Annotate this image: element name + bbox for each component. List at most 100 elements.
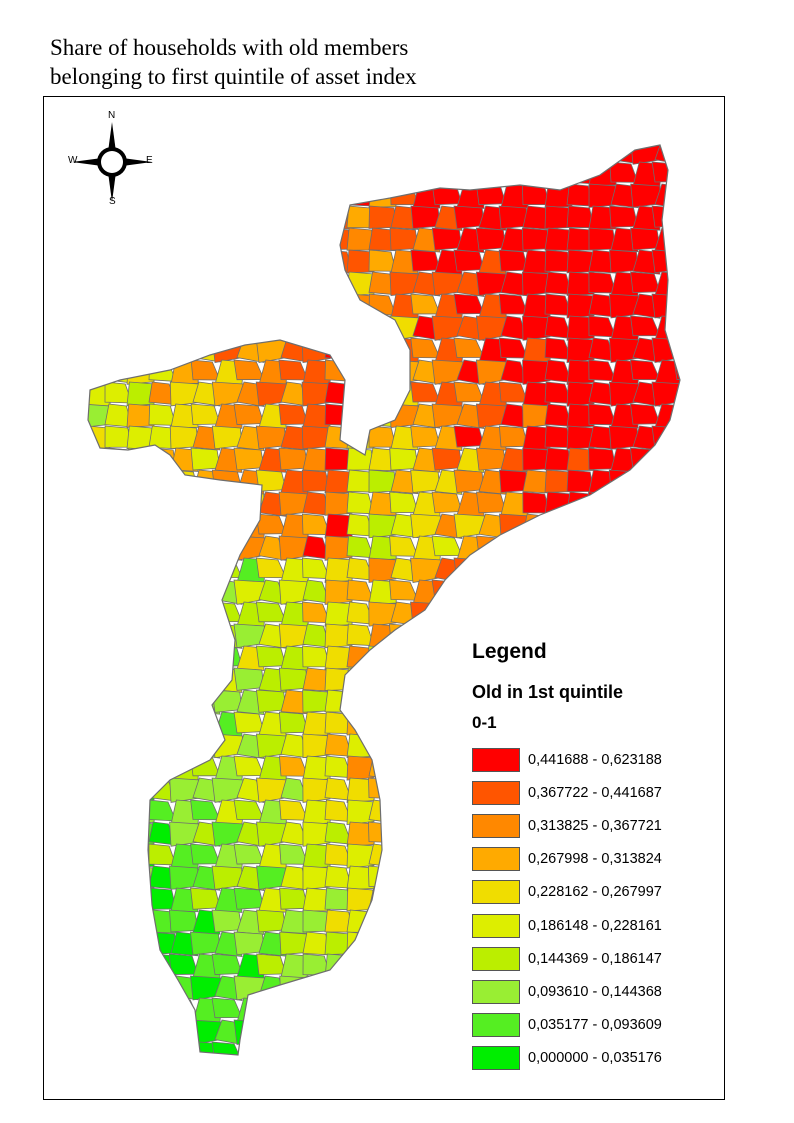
district-polygon [630, 227, 661, 251]
district-polygon [126, 667, 155, 691]
district-polygon [88, 601, 111, 626]
district-polygon [409, 909, 441, 933]
district-polygon [566, 601, 595, 624]
district-polygon [324, 145, 354, 165]
district-polygon [412, 887, 441, 913]
district-polygon [126, 513, 155, 537]
district-polygon [88, 865, 111, 890]
district-polygon [278, 315, 309, 337]
district-polygon [148, 667, 177, 691]
district-polygon [255, 249, 287, 274]
district-polygon [192, 601, 222, 627]
district-polygon [673, 359, 680, 380]
district-polygon [610, 535, 639, 561]
district-polygon [190, 271, 221, 293]
district-polygon [126, 227, 155, 251]
legend-row: 0,000000 - 0,035176 [472, 1042, 712, 1075]
district-polygon [673, 227, 680, 251]
district-polygon [478, 161, 507, 187]
district-polygon [104, 227, 133, 252]
district-polygon [654, 535, 680, 562]
district-polygon [148, 623, 177, 649]
legend-swatch [472, 946, 520, 971]
district-polygon [302, 183, 331, 209]
district-polygon [192, 513, 222, 539]
district-polygon [434, 865, 463, 891]
district-polygon [431, 535, 463, 557]
district-polygon [104, 931, 133, 956]
district-polygon [258, 227, 287, 253]
compass-e: E [146, 155, 153, 166]
district-polygon [301, 249, 331, 274]
district-polygon [170, 579, 199, 605]
district-polygon [126, 271, 155, 297]
district-polygon [368, 667, 397, 692]
legend-layer-name: Old in 1st quintile [472, 682, 624, 702]
district-polygon [88, 711, 111, 736]
district-polygon [211, 1041, 243, 1055]
district-polygon [190, 579, 223, 605]
district-polygon [148, 447, 177, 471]
district-polygon [500, 145, 531, 165]
district-polygon [478, 557, 507, 583]
district-polygon [126, 469, 155, 493]
district-polygon [279, 975, 310, 1001]
district-polygon [104, 293, 133, 316]
district-polygon [629, 447, 661, 471]
district-polygon [522, 513, 551, 538]
district-polygon [388, 711, 419, 736]
district-polygon [104, 733, 133, 756]
district-polygon [388, 799, 421, 825]
map-title: Share of households with old members bel… [50, 33, 417, 91]
map-title-line-2: belonging to first quintile of asset ind… [50, 64, 417, 89]
district-polygon [412, 975, 442, 1001]
district-polygon [190, 145, 222, 165]
district-polygon [324, 953, 353, 978]
district-polygon [676, 205, 680, 231]
district-polygon [522, 315, 553, 341]
district-polygon [609, 205, 639, 228]
district-polygon [346, 359, 377, 385]
district-polygon [190, 183, 221, 208]
district-polygon [233, 799, 265, 820]
district-polygon [302, 1041, 331, 1055]
district-polygon [431, 755, 464, 781]
district-polygon [88, 293, 112, 319]
district-polygon [673, 491, 680, 516]
district-polygon [410, 689, 441, 713]
district-polygon [104, 777, 133, 800]
district-polygon [412, 799, 441, 825]
district-polygon [431, 359, 465, 385]
district-polygon [148, 601, 178, 627]
district-polygon [170, 161, 199, 184]
district-polygon [279, 1019, 311, 1045]
district-polygon [367, 953, 397, 978]
district-polygon [104, 601, 134, 627]
district-polygon [676, 381, 680, 407]
district-polygon [498, 161, 530, 187]
district-polygon [236, 161, 265, 187]
district-polygon [389, 145, 419, 162]
district-polygon [88, 887, 111, 912]
district-polygon [673, 535, 680, 561]
district-polygon [544, 557, 575, 583]
district-polygon [211, 249, 243, 274]
district-polygon [629, 579, 663, 605]
district-polygon [126, 1019, 155, 1043]
legend-title: Legend [472, 640, 547, 663]
district-polygon [169, 601, 199, 623]
district-polygon [148, 513, 178, 539]
district-polygon [434, 689, 463, 715]
district-polygon [434, 161, 463, 187]
district-polygon [431, 887, 463, 912]
district-polygon [632, 513, 661, 539]
district-polygon [368, 887, 397, 912]
district-polygon [410, 293, 441, 315]
district-polygon [453, 161, 486, 187]
district-polygon [211, 777, 245, 803]
district-polygon [412, 145, 442, 165]
district-polygon [434, 953, 463, 979]
district-polygon [256, 997, 287, 1019]
district-polygon [126, 491, 155, 515]
district-polygon [412, 1019, 443, 1045]
